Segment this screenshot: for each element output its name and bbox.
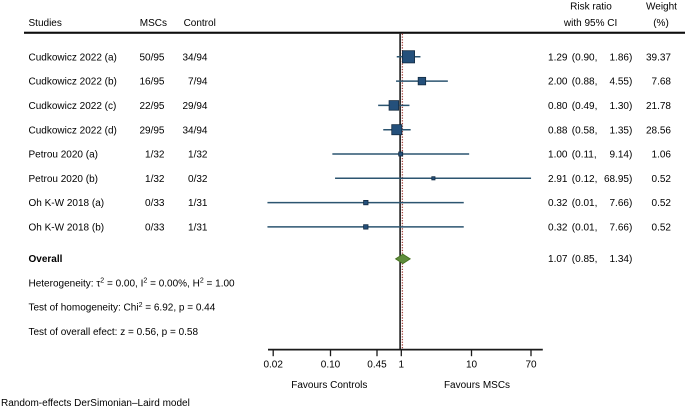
svg-text:Favours Controls: Favours Controls [291, 380, 367, 391]
svg-text:1.06: 1.06 [652, 150, 672, 161]
svg-text:0.88: 0.88 [548, 125, 568, 136]
svg-text:(0.01,: (0.01, [572, 223, 598, 234]
svg-text:(0.85,: (0.85, [572, 254, 598, 265]
svg-text:7/94: 7/94 [188, 77, 208, 88]
svg-text:1/32: 1/32 [145, 174, 165, 185]
svg-text:0.32: 0.32 [548, 198, 568, 209]
svg-text:2.00: 2.00 [548, 77, 568, 88]
svg-text:1/32: 1/32 [145, 150, 165, 161]
svg-text:2.91: 2.91 [548, 174, 568, 185]
svg-text:29/94: 29/94 [182, 101, 207, 112]
svg-text:Studies: Studies [29, 18, 62, 29]
svg-text:28.56: 28.56 [646, 125, 671, 136]
svg-text:1.00: 1.00 [548, 150, 568, 161]
svg-text:(%): (%) [653, 18, 669, 29]
svg-text:(0.88,: (0.88, [572, 77, 598, 88]
svg-text:7.68: 7.68 [652, 77, 672, 88]
svg-text:Oh K-W 2018 (a): Oh K-W 2018 (a) [29, 198, 105, 209]
svg-text:10: 10 [466, 359, 478, 370]
svg-text:16/95: 16/95 [139, 77, 164, 88]
svg-text:1: 1 [399, 359, 405, 370]
svg-text:21.78: 21.78 [646, 101, 671, 112]
svg-text:34/94: 34/94 [182, 125, 207, 136]
svg-text:Random-effects DerSimonian–Lai: Random-effects DerSimonian–Laird model [1, 398, 190, 409]
svg-text:0/32: 0/32 [188, 174, 208, 185]
svg-text:4.55): 4.55) [610, 77, 633, 88]
svg-text:1/31: 1/31 [188, 223, 208, 234]
svg-text:Risk ratio: Risk ratio [570, 1, 612, 12]
svg-text:Oh K-W 2018 (b): Oh K-W 2018 (b) [29, 223, 105, 234]
svg-text:70: 70 [525, 359, 537, 370]
svg-text:0.52: 0.52 [652, 174, 672, 185]
svg-text:50/95: 50/95 [139, 52, 164, 63]
svg-text:(0.90,: (0.90, [572, 52, 598, 63]
svg-text:0.52: 0.52 [652, 198, 672, 209]
svg-text:1.29: 1.29 [548, 52, 568, 63]
svg-text:(0.49,: (0.49, [572, 101, 598, 112]
svg-text:0.80: 0.80 [548, 101, 568, 112]
svg-text:0.52: 0.52 [652, 223, 672, 234]
svg-text:0/33: 0/33 [145, 198, 165, 209]
svg-text:(0.12,: (0.12, [572, 174, 598, 185]
svg-text:34/94: 34/94 [182, 52, 207, 63]
svg-text:Cudkowicz 2022 (b): Cudkowicz 2022 (b) [29, 77, 117, 88]
svg-text:7.66): 7.66) [610, 198, 633, 209]
svg-text:Test of overall efect: z = 0.5: Test of overall efect: z = 0.56, p = 0.5… [29, 327, 199, 338]
svg-text:0.02: 0.02 [263, 359, 283, 370]
svg-text:0.45: 0.45 [367, 359, 387, 370]
svg-text:9.14): 9.14) [610, 150, 633, 161]
svg-text:Heterogeneity: τ2​ = 0.00, I2​: Heterogeneity: τ2​ = 0.00, I2​ = 0.00%, … [29, 278, 236, 290]
svg-text:Favours MSCs: Favours MSCs [444, 380, 510, 391]
svg-text:1.07: 1.07 [548, 254, 568, 265]
svg-text:Cudkowicz 2022 (d): Cudkowicz 2022 (d) [29, 125, 117, 136]
svg-text:1.34): 1.34) [610, 254, 633, 265]
svg-text:Overall: Overall [29, 254, 63, 265]
svg-text:0.10: 0.10 [321, 359, 341, 370]
svg-text:68.95): 68.95) [604, 174, 632, 185]
svg-text:1/31: 1/31 [188, 198, 208, 209]
svg-text:1.86): 1.86) [610, 52, 633, 63]
svg-text:Cudkowicz 2022 (a): Cudkowicz 2022 (a) [29, 52, 117, 63]
svg-text:1.30): 1.30) [610, 101, 633, 112]
svg-text:1.35): 1.35) [610, 125, 633, 136]
svg-text:Weight: Weight [646, 1, 677, 12]
svg-text:(0.58,: (0.58, [572, 125, 598, 136]
svg-text:Test of homogeneity: Chi2​ = 6: Test of homogeneity: Chi2​ = 6.92, p = 0… [29, 302, 216, 314]
svg-text:Cudkowicz 2022 (c): Cudkowicz 2022 (c) [29, 101, 117, 112]
svg-text:22/95: 22/95 [139, 101, 164, 112]
svg-text:7.66): 7.66) [610, 223, 633, 234]
svg-text:Control: Control [184, 18, 216, 29]
svg-text:0/33: 0/33 [145, 223, 165, 234]
svg-text:MSCs: MSCs [140, 18, 167, 29]
svg-text:1/32: 1/32 [188, 150, 208, 161]
svg-text:with 95% CI: with 95% CI [563, 18, 617, 29]
svg-text:Petrou 2020 (b): Petrou 2020 (b) [29, 174, 99, 185]
svg-text:Petrou 2020 (a): Petrou 2020 (a) [29, 150, 99, 161]
svg-text:39.37: 39.37 [646, 52, 671, 63]
svg-text:(0.11,: (0.11, [572, 150, 597, 161]
svg-text:29/95: 29/95 [139, 125, 164, 136]
svg-text:(0.01,: (0.01, [572, 198, 598, 209]
svg-text:0.32: 0.32 [548, 223, 568, 234]
